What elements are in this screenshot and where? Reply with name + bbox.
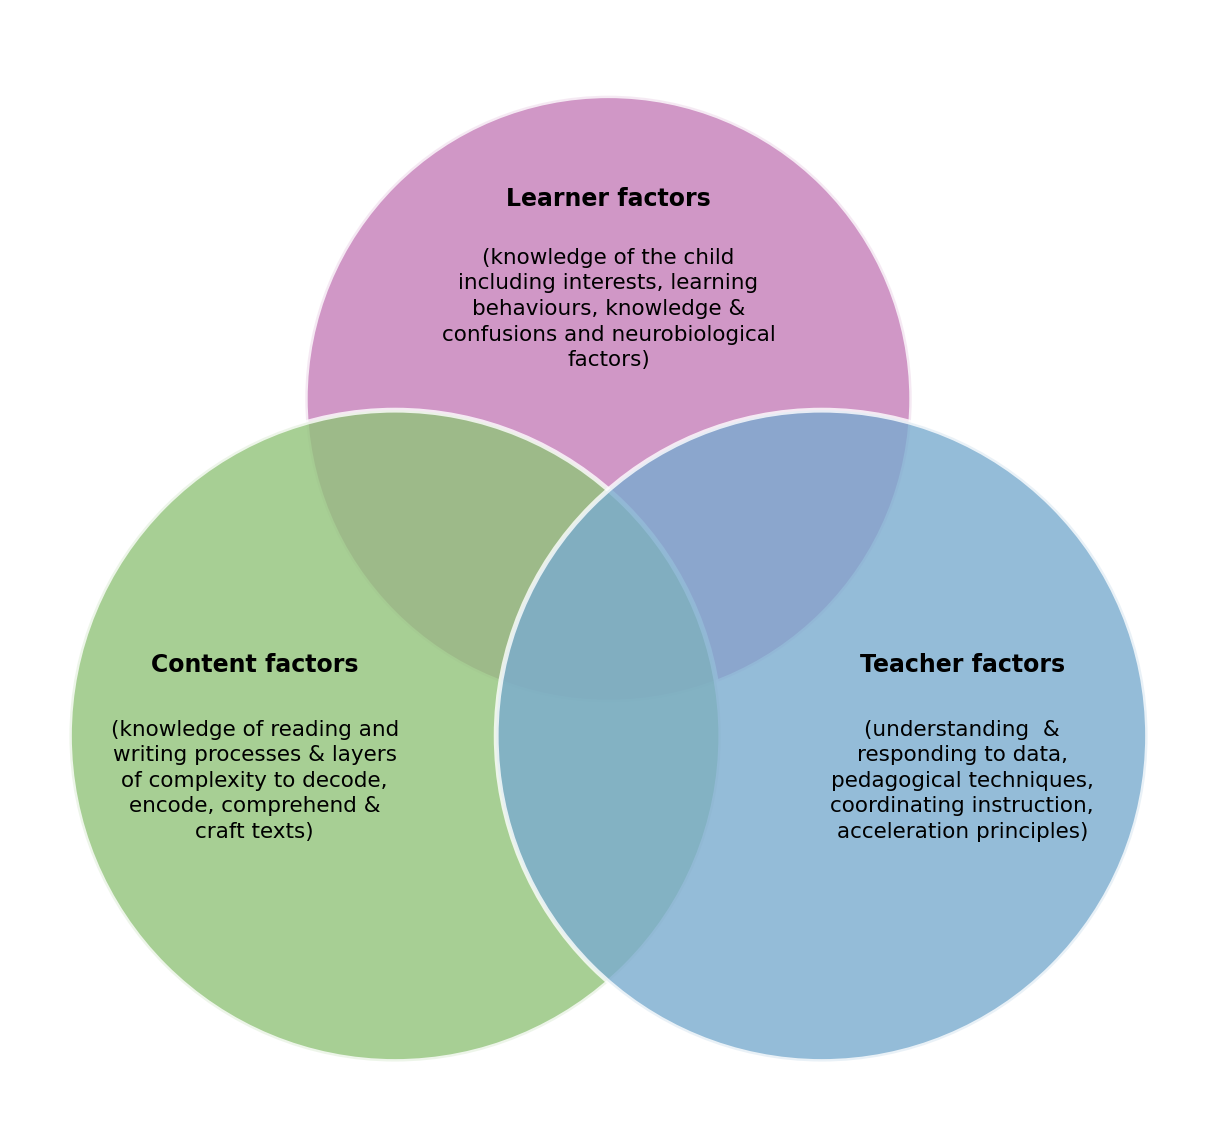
Text: Learner factors: Learner factors: [506, 187, 711, 211]
Text: (knowledge of reading and
writing processes & layers
of complexity to decode,
en: (knowledge of reading and writing proces…: [111, 720, 399, 842]
Circle shape: [305, 96, 912, 702]
Circle shape: [69, 410, 720, 1061]
Text: Content factors: Content factors: [151, 653, 359, 677]
Text: (knowledge of the child
including interests, learning
behaviours, knowledge &
co: (knowledge of the child including intere…: [442, 248, 775, 370]
Circle shape: [497, 410, 1148, 1061]
Text: Teacher factors: Teacher factors: [859, 653, 1065, 677]
Text: (understanding  &
responding to data,
pedagogical techniques,
coordinating instr: (understanding & responding to data, ped…: [830, 720, 1094, 842]
